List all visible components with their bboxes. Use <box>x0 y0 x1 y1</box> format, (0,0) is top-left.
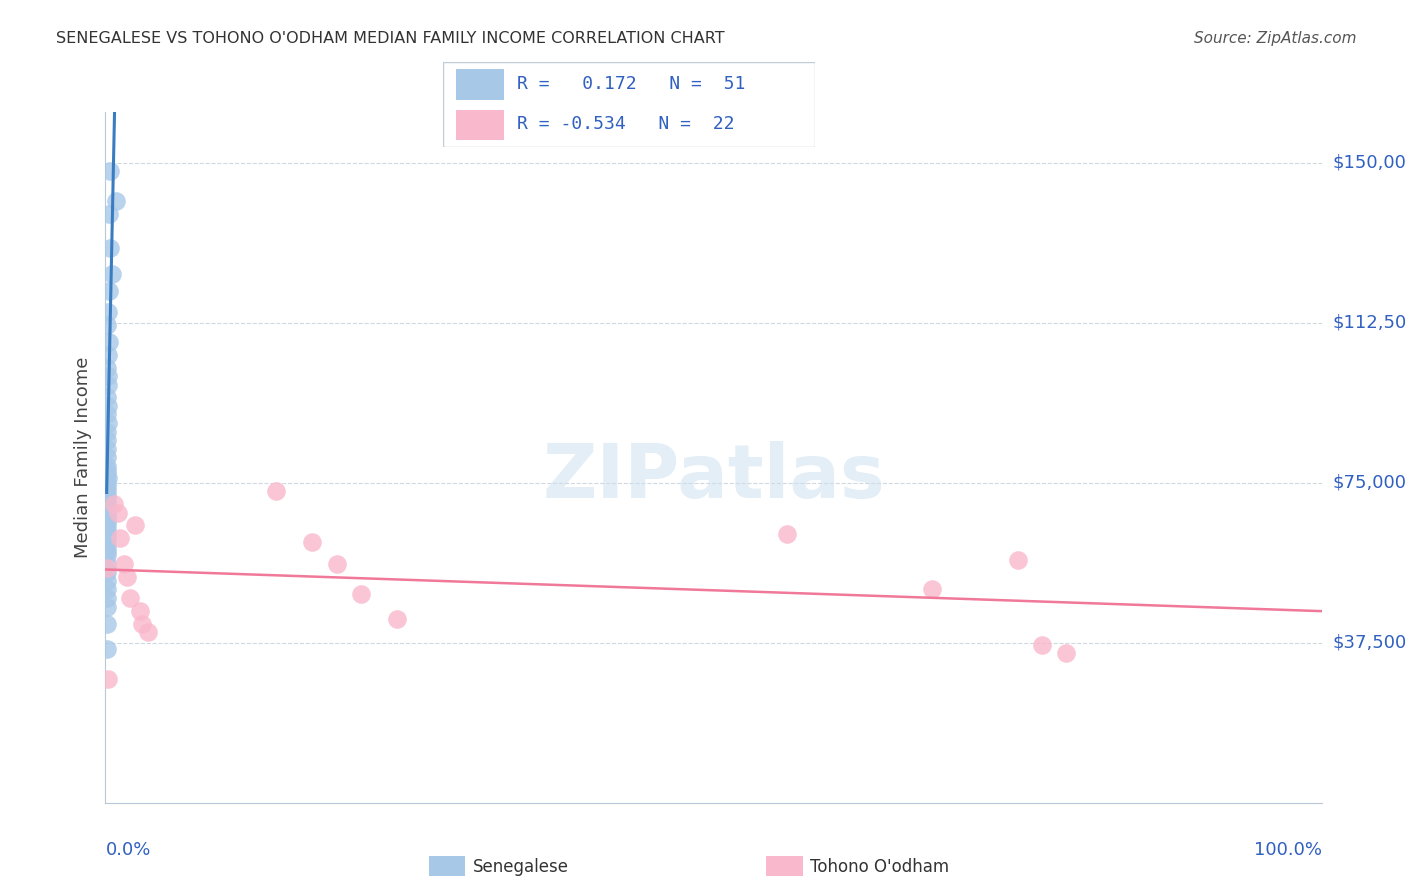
Point <box>128 604 150 618</box>
Point <box>97 471 120 485</box>
Point <box>350 587 373 601</box>
Point <box>96 514 118 528</box>
Point <box>96 318 118 332</box>
Point <box>96 492 118 507</box>
Point <box>96 425 118 439</box>
Point <box>96 489 118 503</box>
Text: $75,000: $75,000 <box>1333 474 1406 491</box>
Point <box>96 458 118 473</box>
Point <box>96 408 118 422</box>
Point <box>264 484 287 499</box>
Point <box>387 612 409 626</box>
Point <box>108 531 131 545</box>
Y-axis label: Median Family Income: Median Family Income <box>75 357 93 558</box>
Point <box>112 557 135 571</box>
Text: Source: ZipAtlas.com: Source: ZipAtlas.com <box>1194 31 1357 46</box>
Point <box>96 616 118 631</box>
Point <box>96 582 118 597</box>
Point <box>96 535 118 549</box>
Point <box>96 544 118 558</box>
Point <box>136 625 159 640</box>
Point <box>96 518 118 533</box>
Point <box>1054 647 1077 661</box>
Point <box>96 360 118 375</box>
Point <box>97 348 120 362</box>
Point <box>124 518 146 533</box>
Point <box>96 523 118 537</box>
Point <box>96 599 118 614</box>
Point <box>107 506 129 520</box>
Point <box>96 506 118 520</box>
Point <box>96 433 118 447</box>
Text: ZIPatlas: ZIPatlas <box>543 442 884 515</box>
Point <box>98 164 121 178</box>
Point <box>325 557 347 571</box>
Point <box>96 442 118 456</box>
Point <box>96 527 118 541</box>
Text: R =   0.172   N =  51: R = 0.172 N = 51 <box>517 75 745 93</box>
Point <box>118 591 141 605</box>
Text: $112,500: $112,500 <box>1333 314 1406 332</box>
Point <box>96 484 118 499</box>
Point <box>96 561 118 575</box>
Point <box>96 566 118 580</box>
Point <box>117 569 139 583</box>
Point <box>105 194 128 208</box>
Text: SENEGALESE VS TOHONO O'ODHAM MEDIAN FAMILY INCOME CORRELATION CHART: SENEGALESE VS TOHONO O'ODHAM MEDIAN FAMI… <box>56 31 725 46</box>
Text: Senegalese: Senegalese <box>472 858 568 876</box>
Point <box>97 377 120 392</box>
Point <box>98 334 121 349</box>
Point <box>103 497 125 511</box>
Point <box>96 501 118 516</box>
Point <box>97 305 120 319</box>
Point <box>96 540 118 554</box>
Point <box>100 267 122 281</box>
Point <box>98 241 121 255</box>
Point <box>96 642 118 657</box>
FancyBboxPatch shape <box>456 70 505 100</box>
FancyBboxPatch shape <box>443 62 815 147</box>
Point <box>921 582 943 597</box>
FancyBboxPatch shape <box>456 110 505 140</box>
Point <box>96 497 118 511</box>
Point <box>96 391 118 405</box>
Point <box>97 416 120 430</box>
Point <box>1031 638 1053 652</box>
Text: R = -0.534   N =  22: R = -0.534 N = 22 <box>517 115 735 133</box>
Point <box>96 591 118 605</box>
Point <box>96 450 118 465</box>
Point <box>96 480 118 494</box>
Point <box>97 399 120 413</box>
Point <box>775 527 797 541</box>
Point <box>97 369 120 384</box>
Point <box>96 531 118 545</box>
Point <box>96 549 118 563</box>
Point <box>1007 552 1029 566</box>
Point <box>131 616 153 631</box>
Point <box>96 467 118 482</box>
Point <box>96 574 118 588</box>
Point <box>97 672 120 686</box>
Text: Tohono O'odham: Tohono O'odham <box>810 858 949 876</box>
Point <box>96 557 118 571</box>
Text: 100.0%: 100.0% <box>1254 841 1322 859</box>
Point <box>96 463 118 477</box>
Point <box>301 535 323 549</box>
Point <box>96 509 118 524</box>
Point <box>98 207 121 221</box>
Point <box>98 284 121 298</box>
Text: 0.0%: 0.0% <box>105 841 150 859</box>
Text: $150,000: $150,000 <box>1333 153 1406 171</box>
Text: $37,500: $37,500 <box>1333 634 1406 652</box>
Point <box>96 475 118 490</box>
